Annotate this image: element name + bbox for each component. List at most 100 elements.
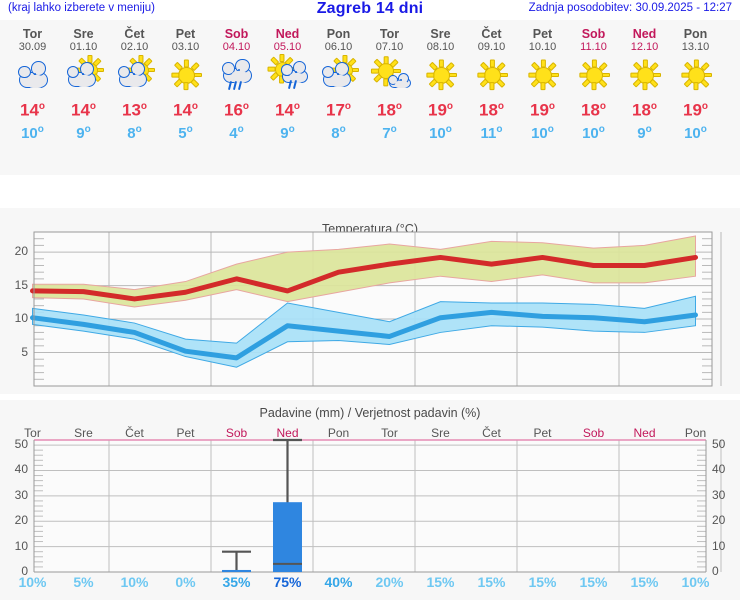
degree-symbol: o — [445, 123, 452, 135]
sun-ray — [439, 82, 444, 91]
precipitation-y-tick-label-left: 0 — [21, 564, 28, 578]
partly-sunny-icon — [58, 55, 109, 91]
cloud-body — [281, 60, 308, 83]
forecast-day-column[interactable]: Čet 02.10 13o 8o — [109, 20, 160, 143]
sun-ray — [389, 58, 399, 68]
weather-icon-slot — [58, 55, 109, 91]
degree-symbol: o — [242, 101, 250, 112]
forecast-day-column[interactable]: Pet 03.10 14o 5o — [160, 20, 211, 143]
forecast-day-column[interactable]: Tor 07.10 18o 7o — [364, 20, 415, 143]
sun-ray — [551, 72, 560, 78]
temperature-min-value: 4o — [229, 123, 244, 142]
precipitation-y-tick-label-right: 30 — [712, 487, 726, 502]
weather-icon-slot — [262, 54, 313, 91]
partly-sunny-icon — [109, 55, 160, 91]
sun-ray — [541, 59, 546, 68]
sun-ray — [147, 67, 156, 73]
temperature-max-value: 18o — [478, 100, 505, 120]
degree-symbol: o — [37, 123, 44, 135]
temperature-y-tick-label: 15 — [14, 277, 28, 292]
day-date-label: 10.10 — [528, 41, 557, 53]
cloud-body — [18, 61, 48, 88]
degree-symbol: o — [598, 123, 605, 135]
forecast-day-column[interactable]: Pet 10.10 19o 10o — [517, 20, 568, 143]
forecast-day-column[interactable]: Sre 08.10 19o 10o — [415, 20, 466, 143]
temperature-max-value: 14o — [172, 100, 199, 120]
forecast-day-column[interactable]: Tor 30.09 14o 10o — [7, 20, 58, 143]
temperature-min-value: 10o — [21, 123, 44, 142]
precipitation-day-label: Sre — [431, 426, 450, 440]
precipitation-probability-value: 10% — [681, 574, 710, 590]
sun-ray — [632, 78, 642, 88]
sun-ray — [700, 78, 710, 88]
degree-symbol: o — [496, 123, 503, 135]
degree-symbol: o — [38, 101, 46, 112]
temperature-max-value: 13o — [121, 100, 148, 120]
sun-ray — [351, 67, 360, 73]
temperature-max-value: 16o — [223, 100, 250, 120]
precipitation-day-label: Čet — [482, 426, 501, 440]
forecast-day-column[interactable]: Sob 04.10 16o 4o — [211, 20, 262, 143]
temperature-max-value: 17o — [325, 100, 352, 120]
forecast-day-column[interactable]: Ned 12.10 18o 9o — [619, 20, 670, 143]
temperature-max-value: 19o — [427, 100, 454, 120]
temperature-min-value: 10o — [684, 123, 707, 142]
forecast-day-column[interactable]: Čet 09.10 18o 11o — [466, 20, 517, 143]
degree-symbol: o — [293, 101, 301, 112]
sun-ray — [190, 78, 200, 88]
sun-ray — [592, 82, 597, 91]
sun-ray — [680, 72, 689, 78]
sun-ray — [704, 72, 713, 78]
sun-ray — [347, 58, 357, 68]
precipitation-y-tick-label-right: 40 — [712, 462, 726, 477]
precipitation-probability-value: 15% — [477, 574, 506, 590]
sun-ray — [184, 82, 189, 91]
sun-ray — [592, 59, 597, 68]
sun-ray — [653, 72, 662, 78]
degree-symbol: o — [395, 101, 403, 112]
cloudy-icon — [7, 57, 58, 91]
page-header: (kraj lahko izberete v meniju) Zagreb 14… — [0, 0, 740, 20]
cloud-body — [118, 61, 147, 87]
temperature-max-value: 19o — [682, 100, 709, 120]
precipitation-y-tick-label-left: 50 — [14, 437, 28, 452]
weather-icon-slot — [619, 57, 670, 91]
sunny-icon — [517, 57, 568, 91]
precipitation-probability-value: 75% — [273, 574, 302, 590]
precipitation-day-label: Čet — [125, 426, 144, 440]
weather-icon-slot — [109, 55, 160, 91]
sun-ray — [393, 68, 401, 74]
sun-ray — [500, 72, 509, 78]
location-hint: (kraj lahko izberete v meniju) — [8, 2, 156, 14]
sun-rain-icon — [262, 54, 313, 91]
forecast-day-column[interactable]: Pon 13.10 19o 10o — [670, 20, 721, 143]
day-date-label: 09.10 — [477, 41, 506, 53]
forecast-day-column[interactable]: Ned 05.10 14o 9o — [262, 20, 313, 143]
temperature-min-value: 5o — [178, 123, 193, 142]
precipitation-probability-value: 15% — [579, 574, 608, 590]
degree-symbol: o — [497, 101, 505, 112]
day-of-week-label: Sre — [430, 27, 451, 41]
sun-ray — [96, 67, 105, 73]
precipitation-y-tick-label-left: 30 — [14, 487, 28, 502]
temperature-min-value: 10o — [429, 123, 452, 142]
sunny-icon — [160, 57, 211, 91]
day-date-label: 04.10 — [222, 41, 251, 53]
day-of-week-label: Tor — [379, 27, 400, 41]
precipitation-y-tick-label-left: 20 — [14, 513, 28, 528]
sun-ray — [270, 71, 280, 81]
precipitation-day-label: Tor — [24, 426, 41, 440]
sun-ray — [428, 78, 438, 88]
sun-ray — [578, 72, 587, 78]
sun-ray — [449, 72, 458, 78]
sunny-icon — [670, 57, 721, 91]
forecast-day-column[interactable]: Pon 06.10 17o 8o — [313, 20, 364, 143]
sunny-icon — [568, 57, 619, 91]
forecast-day-column[interactable]: Sob 11.10 18o 10o — [568, 20, 619, 143]
precipitation-probability-value: 15% — [528, 574, 557, 590]
sun-ray — [683, 78, 693, 88]
day-of-week-label: Tor — [22, 27, 43, 41]
forecast-day-column[interactable]: Sre 01.10 14o 9o — [58, 20, 109, 143]
precipitation-day-label: Pet — [533, 426, 552, 440]
sun-ray — [194, 72, 203, 78]
